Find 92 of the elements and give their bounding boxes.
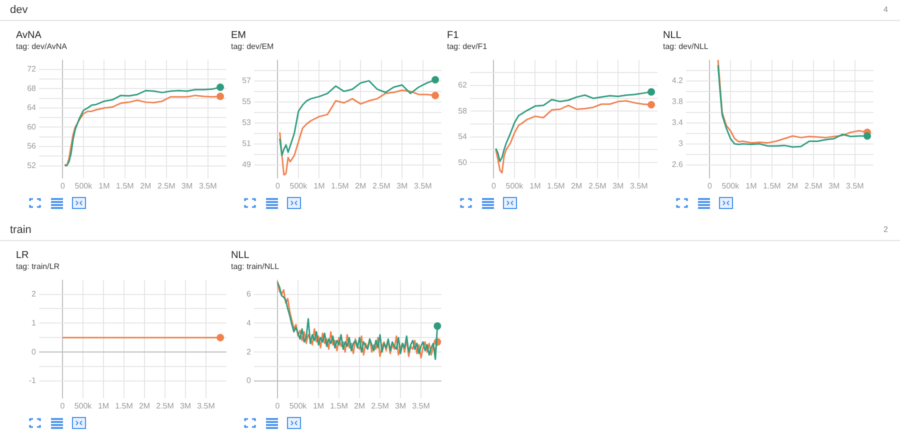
x-tick-label: 2.5M <box>804 181 823 190</box>
chart-subtitle: tag: dev/EM <box>231 42 275 52</box>
y-tick-label: 1 <box>32 318 37 328</box>
y-tick-label: 57 <box>242 76 252 86</box>
y-tick-label: 49 <box>242 160 252 170</box>
y-tick-label: 2 <box>32 289 37 298</box>
x-tick-label: 3M <box>394 401 406 410</box>
x-tick-label: 1M <box>98 401 110 410</box>
x-tick-label: 3.5M <box>414 181 432 190</box>
y-tick-label: 62 <box>458 80 468 90</box>
chart-subtitle: tag: dev/F1 <box>447 42 488 52</box>
text: dev <box>10 4 28 16</box>
x-tick-label: 1M <box>746 181 758 190</box>
y-tick-label: 4.2 <box>672 76 684 86</box>
chart-subtitle: tag: train/LR <box>16 262 61 272</box>
chart-title: LR <box>16 250 30 262</box>
x-tick-label: 0 <box>60 401 66 410</box>
x-tick-label: 2.5M <box>156 401 174 410</box>
y-tick-label: 55 <box>242 97 252 106</box>
x-tick-label: 3M <box>396 181 408 190</box>
y-tick-label: 0 <box>246 376 252 386</box>
y-tick-label: 50 <box>458 158 468 167</box>
x-tick-label: 1.5M <box>547 181 566 190</box>
x-tick-label: 3M <box>828 181 840 190</box>
y-tick-label: 0 <box>32 347 37 356</box>
y-tick-label: 72 <box>27 64 37 74</box>
x-tick-label: 1.5M <box>115 401 134 410</box>
x-tick-label: 1.5M <box>116 181 134 190</box>
x-tick-label: 2.5M <box>588 181 607 190</box>
x-tick-label: 500k <box>722 181 740 190</box>
chart-title: EM <box>231 30 247 42</box>
x-tick-label: 2.5M <box>157 181 176 190</box>
x-tick-label: 1.5M <box>331 181 350 190</box>
y-tick-label: 68 <box>27 84 37 93</box>
x-tick-label: 0 <box>276 181 281 190</box>
chart-subtitle: tag: train/NLL <box>231 262 280 272</box>
x-tick-label: 1M <box>98 181 110 190</box>
x-tick-label: 2.5M <box>371 401 390 410</box>
chart-subtitle: tag: dev/AvNA <box>16 42 68 52</box>
x-tick-label: 2M <box>138 401 150 410</box>
x-tick-label: 0 <box>275 401 280 410</box>
x-tick-label: 1M <box>314 181 326 190</box>
x-tick-label: 3M <box>182 181 193 190</box>
x-tick-label: 1.5M <box>330 401 348 410</box>
x-tick-label: 0 <box>60 181 66 190</box>
x-tick-label: 0 <box>492 181 497 190</box>
y-tick-label: 2 <box>246 347 252 356</box>
y-tick-label: 3.4 <box>672 118 684 128</box>
x-tick-label: 3.5M <box>846 181 864 190</box>
x-tick-label: 3M <box>612 181 624 190</box>
x-tick-label: 2M <box>354 401 366 410</box>
x-tick-label: 500k <box>74 401 93 410</box>
text: 2 <box>884 225 888 234</box>
x-tick-label: 2M <box>787 181 799 190</box>
y-tick-label: 3.8 <box>672 97 684 106</box>
x-tick-label: 500k <box>74 181 94 190</box>
y-tick-label: 51 <box>242 139 252 148</box>
chart-title: F1 <box>447 30 460 42</box>
x-tick-label: 3.5M <box>630 181 648 190</box>
x-tick-label: 2M <box>140 181 152 190</box>
x-tick-label: 1M <box>312 401 324 410</box>
x-tick-label: 3.5M <box>412 401 430 410</box>
y-tick-label: 3 <box>678 139 684 148</box>
x-tick-label: 2.5M <box>372 181 391 190</box>
x-tick-label: 3.5M <box>198 181 218 190</box>
y-tick-label: 64 <box>27 103 37 112</box>
chart-title: NLL <box>663 30 682 42</box>
y-tick-label: 54 <box>458 132 468 142</box>
x-tick-label: 500k <box>289 401 308 410</box>
text: 4 <box>884 5 888 14</box>
chart-title: NLL <box>231 250 250 262</box>
y-tick-label: 52 <box>27 160 37 170</box>
x-tick-label: 1M <box>530 181 542 190</box>
y-tick-label: 6 <box>246 289 252 298</box>
chart-subtitle: tag: dev/NLL <box>663 42 710 52</box>
y-tick-label: 53 <box>242 118 252 128</box>
x-tick-label: 2M <box>355 181 367 190</box>
x-tick-label: 500k <box>290 181 308 190</box>
x-tick-label: 0 <box>708 181 713 190</box>
x-tick-label: 3.5M <box>197 401 216 410</box>
chart-title: AvNA <box>16 30 42 42</box>
y-tick-label: -1 <box>28 376 37 386</box>
x-tick-label: 3M <box>180 401 192 410</box>
x-tick-label: 1.5M <box>763 181 782 190</box>
y-tick-label: 60 <box>27 122 37 132</box>
x-tick-label: 2M <box>571 181 583 190</box>
y-tick-label: 56 <box>27 142 37 151</box>
y-tick-label: 58 <box>458 106 468 116</box>
x-tick-label: 500k <box>506 181 524 190</box>
y-tick-label: 2.6 <box>672 160 684 170</box>
y-tick-label: 4 <box>246 318 252 328</box>
text: train <box>10 224 32 236</box>
